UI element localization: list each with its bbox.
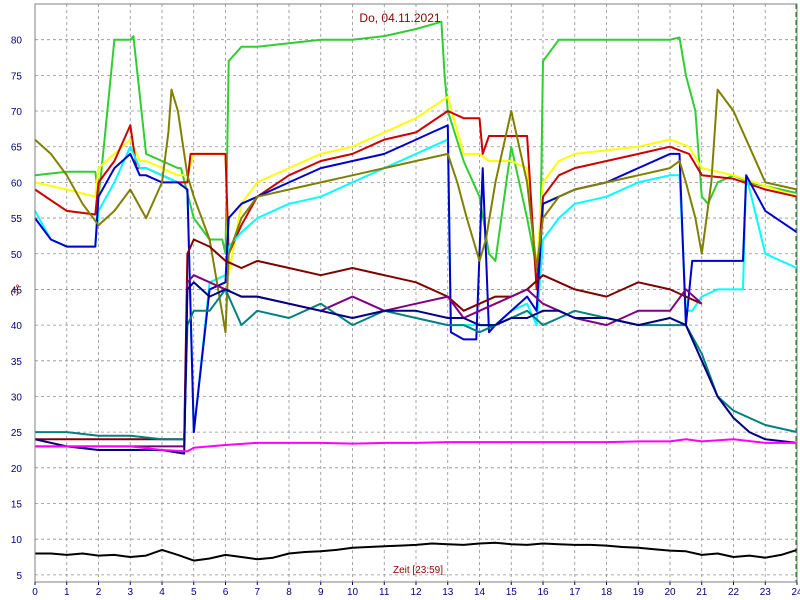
y-tick-label: 65 [11, 143, 23, 154]
x-tick-label: 4 [159, 587, 165, 598]
y-tick-label: 50 [11, 250, 23, 261]
x-tick-label: 21 [696, 587, 708, 598]
x-tick-label: 15 [506, 587, 518, 598]
x-tick-label: 22 [728, 587, 740, 598]
x-tick-label: 23 [760, 587, 772, 598]
y-tick-label: 60 [11, 178, 23, 189]
series-line-6 [34, 88, 798, 334]
x-tick-label: 3 [127, 587, 133, 598]
series-line-1 [34, 20, 798, 277]
x-tick-label: 9 [318, 587, 324, 598]
x-tick-label: 11 [379, 587, 390, 598]
y-tick-label: 80 [11, 36, 23, 47]
series-line-10 [34, 281, 798, 455]
x-tick-label: 6 [223, 587, 229, 598]
x-tick-label: 14 [474, 587, 486, 598]
y-tick-label: 5 [16, 571, 22, 582]
series-line-11 [35, 438, 797, 453]
x-tick-label: 2 [96, 587, 102, 598]
x-tick-label: 8 [286, 587, 292, 598]
x-tick-label: 1 [64, 587, 70, 598]
series-layer [34, 20, 798, 562]
y-tick-label: 70 [11, 107, 23, 118]
x-tick-label: 24 [791, 587, 800, 598]
x-tick-label: 17 [569, 587, 581, 598]
x-tick-label: 10 [347, 587, 359, 598]
y-tick-label: 35 [11, 357, 23, 368]
y-tick-label: 25 [11, 428, 23, 439]
y-tick-label: 15 [11, 500, 23, 511]
x-tick-label: 5 [191, 587, 197, 598]
x-axis-label: Zeit [23:59] [393, 565, 443, 576]
x-tick-label: 12 [410, 587, 422, 598]
y-tick-label: 40 [11, 321, 23, 332]
x-tick-label: 16 [537, 587, 549, 598]
x-tick-label: 13 [442, 587, 454, 598]
x-tick-label: 19 [633, 587, 645, 598]
y-tick-labels: 5 10 15 20 25 30 35 40 45 50 55 60 65 70 75 80 [11, 36, 23, 582]
x-tick-label: 0 [32, 587, 38, 598]
y-tick-label: 10 [11, 535, 23, 546]
x-tick-label: 7 [254, 587, 260, 598]
x-tick-label: 20 [664, 587, 676, 598]
x-tick-labels: 0 1 2 3 4 5 6 7 8 9 10 11 12 13 14 15 16 17 18 19 20 21 22 23 24 [32, 582, 800, 598]
chart-title: Do, 04.11.2021 [359, 11, 441, 25]
y-tick-label: 45 [11, 285, 23, 296]
grid [35, 4, 797, 582]
y-tick-label: 55 [11, 214, 23, 225]
series-line-12 [35, 541, 798, 562]
y-axis-label: °C [8, 284, 20, 296]
y-tick-label: 75 [11, 71, 23, 82]
y-tick-label: 30 [11, 392, 23, 403]
y-tick-label: 20 [11, 464, 23, 475]
series-line-2 [34, 95, 798, 277]
x-tick-label: 18 [601, 587, 613, 598]
